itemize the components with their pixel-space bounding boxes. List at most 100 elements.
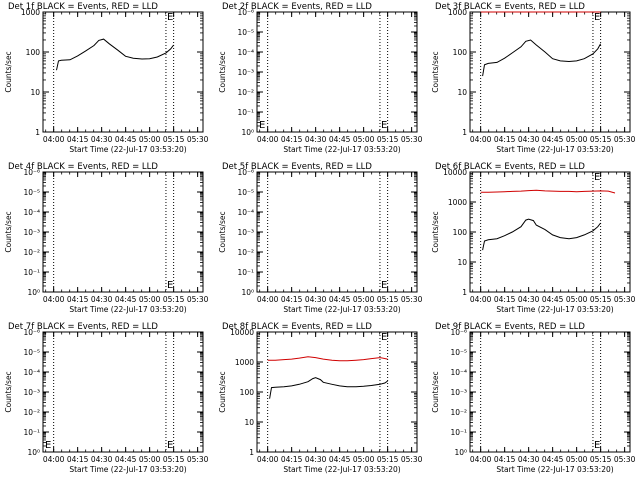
x-tick-label: 04:15	[281, 135, 303, 144]
marker-e-right: E	[594, 440, 600, 451]
y-tick-label: 10⁻¹	[23, 268, 40, 277]
x-tick-label: 05:30	[187, 295, 209, 304]
x-axis-label: Start Time (22-Jul-17 03:53:20)	[283, 305, 400, 314]
y-tick-label: 10⁰	[454, 448, 467, 457]
y-tick-label: 10⁻²	[450, 408, 467, 417]
series-line-0	[480, 189, 616, 194]
y-tick-label: 1	[35, 128, 40, 137]
marker-e-right: E	[381, 332, 387, 343]
y-tick-label: 10	[457, 258, 467, 267]
x-tick-label: 04:45	[329, 295, 351, 304]
y-tick-label: 100	[453, 228, 468, 237]
y-axis-label: Counts/sec	[431, 51, 440, 92]
series-line-1	[482, 218, 601, 251]
x-tick-label: 04:00	[470, 135, 492, 144]
plot-frame	[469, 171, 631, 293]
y-tick-label: 100	[453, 48, 468, 57]
y-tick-label: 1	[462, 288, 467, 297]
y-tick-label: 1000	[235, 358, 254, 367]
y-tick-label: 10⁻³	[450, 388, 467, 397]
y-tick-label: 10⁻³	[237, 228, 254, 237]
y-tick-label: 10⁻¹	[237, 108, 254, 117]
chart-title: Det 7f BLACK = Events, RED = LLD	[8, 322, 158, 332]
y-tick-label: 10⁻⁴	[237, 48, 254, 57]
x-tick-label: 05:00	[566, 455, 588, 464]
y-axis-label: Counts/sec	[4, 371, 13, 412]
y-tick-label: 10000	[230, 328, 254, 337]
x-tick-label: 05:00	[566, 295, 588, 304]
series-line-0	[56, 38, 175, 71]
y-axis-label: Counts/sec	[4, 51, 13, 92]
x-axis-label: Start Time (22-Jul-17 03:53:20)	[496, 145, 613, 154]
x-tick-label: 04:45	[329, 135, 351, 144]
x-tick-label: 05:00	[566, 135, 588, 144]
x-tick-label: 04:15	[67, 455, 89, 464]
marker-e-right: E	[594, 172, 600, 183]
x-tick-label: 05:00	[139, 455, 161, 464]
x-tick-label: 04:15	[67, 295, 89, 304]
x-tick-label: 04:45	[542, 455, 564, 464]
x-tick-label: 05:00	[139, 295, 161, 304]
x-tick-label: 05:15	[590, 455, 612, 464]
chart-title: Det 3f BLACK = Events, RED = LLD	[435, 2, 585, 12]
plot-frame	[42, 11, 204, 133]
x-tick-label: 05:30	[187, 135, 209, 144]
y-axis-label: Counts/sec	[431, 371, 440, 412]
x-tick-label: 04:30	[518, 295, 540, 304]
y-tick-label: 10⁻¹	[450, 428, 467, 437]
x-tick-label: 04:00	[257, 295, 279, 304]
plot-frame	[469, 11, 631, 133]
chart-title: Det 4f BLACK = Events, RED = LLD	[8, 162, 158, 172]
x-tick-label: 04:15	[494, 295, 516, 304]
x-tick-label: 04:45	[115, 295, 137, 304]
y-axis-label: Counts/sec	[218, 371, 227, 412]
marker-e-right: E	[594, 12, 600, 23]
plot-frame	[469, 331, 631, 453]
x-tick-label: 04:45	[542, 135, 564, 144]
y-tick-label: 10000	[443, 168, 467, 177]
x-tick-label: 05:15	[163, 455, 185, 464]
chart-panel-2: Det 2f BLACK = Events, RED = LLD 10⁰ 10⁻¹ 1…	[218, 2, 423, 154]
plot-frame	[42, 171, 204, 293]
x-tick-label: 05:30	[614, 295, 636, 304]
y-tick-label: 10⁻⁴	[23, 368, 40, 377]
chart-title: Det 1f BLACK = Events, RED = LLD	[8, 2, 158, 12]
x-axis-label: Start Time (22-Jul-17 03:53:20)	[283, 465, 400, 474]
x-tick-label: 05:00	[139, 135, 161, 144]
x-tick-label: 05:15	[590, 295, 612, 304]
x-tick-label: 05:30	[401, 135, 423, 144]
y-tick-label: 10⁻⁶	[237, 8, 254, 17]
x-axis-label: Start Time (22-Jul-17 03:53:20)	[69, 465, 186, 474]
marker-e-right: E	[167, 440, 173, 451]
x-tick-label: 04:15	[281, 295, 303, 304]
x-axis-label: Start Time (22-Jul-17 03:53:20)	[69, 145, 186, 154]
y-tick-label: 10⁻⁵	[450, 348, 467, 357]
y-tick-label: 10⁰	[241, 288, 254, 297]
y-tick-label: 10⁻¹	[237, 268, 254, 277]
y-axis-label: Counts/sec	[218, 51, 227, 92]
x-tick-label: 04:00	[43, 455, 65, 464]
y-tick-label: 1000	[448, 198, 467, 207]
marker-e-right: E	[167, 12, 173, 23]
chart-title: Det 5f BLACK = Events, RED = LLD	[222, 162, 372, 172]
x-tick-label: 04:45	[542, 295, 564, 304]
x-tick-label: 04:30	[305, 135, 327, 144]
chart-title: Det 9f BLACK = Events, RED = LLD	[435, 322, 585, 332]
series-line-1	[269, 377, 388, 399]
x-tick-label: 05:30	[614, 135, 636, 144]
y-tick-label: 10⁻²	[23, 408, 40, 417]
y-tick-label: 10⁻⁵	[237, 188, 254, 197]
marker-e-left: E	[259, 120, 265, 131]
plot-frame	[256, 331, 418, 453]
x-tick-label: 04:30	[518, 135, 540, 144]
x-axis-label: Start Time (22-Jul-17 03:53:20)	[69, 305, 186, 314]
x-tick-label: 04:30	[91, 295, 113, 304]
x-tick-label: 05:15	[377, 135, 399, 144]
y-tick-label: 10	[30, 88, 40, 97]
plot-frame	[256, 171, 418, 293]
x-axis-label: Start Time (22-Jul-17 03:53:20)	[496, 465, 613, 474]
marker-e-left: E	[45, 440, 51, 451]
x-tick-label: 04:30	[305, 295, 327, 304]
x-tick-label: 04:45	[115, 135, 137, 144]
